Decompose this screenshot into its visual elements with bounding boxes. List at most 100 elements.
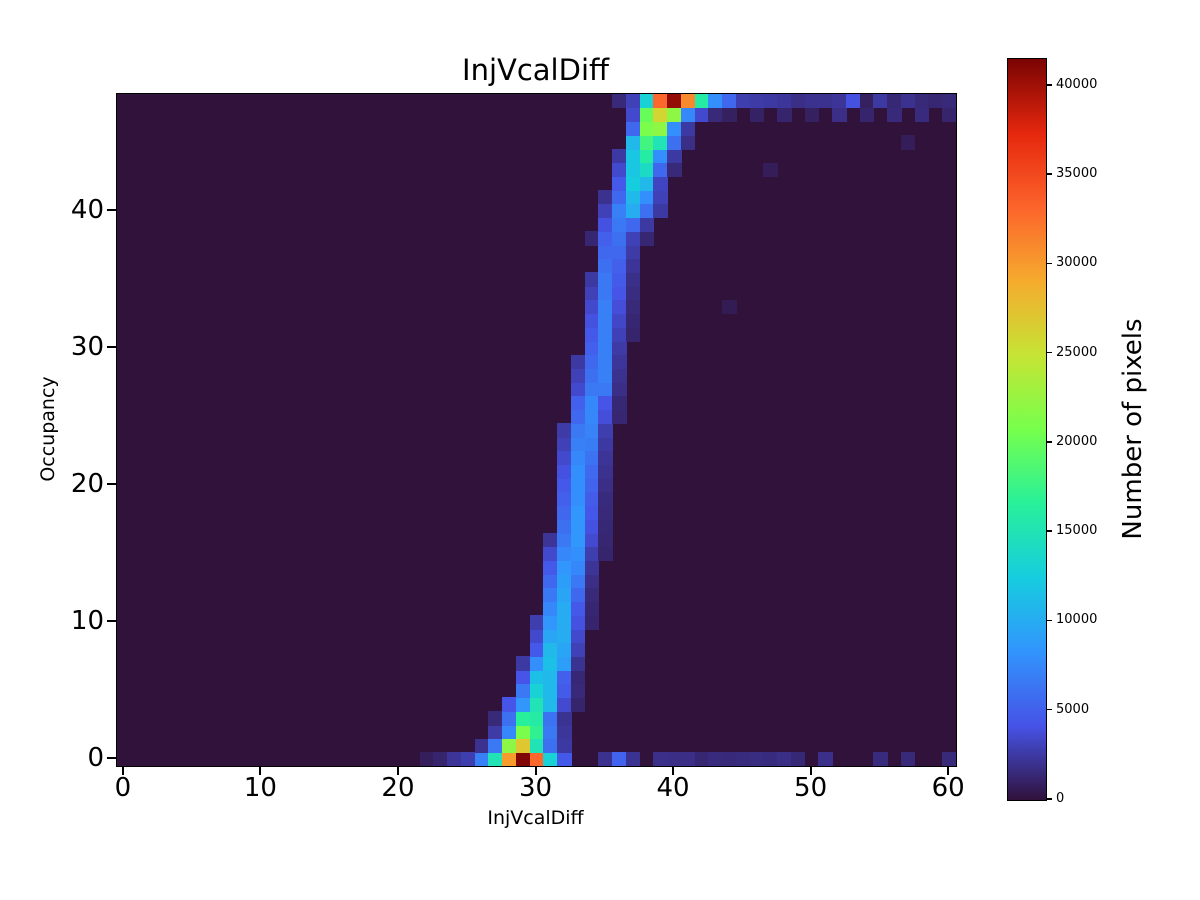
- heatmap-cell: [557, 683, 572, 699]
- heatmap-cell: [612, 244, 627, 260]
- heatmap-cell: [584, 546, 600, 561]
- heatmap-cell: [598, 478, 613, 493]
- heatmap-cell: [639, 162, 655, 177]
- heatmap-cell: [598, 299, 613, 315]
- heatmap-cell: [557, 642, 572, 657]
- heatmap-cell: [667, 121, 682, 136]
- heatmap-cell: [570, 519, 586, 534]
- heatmap-cell: [612, 231, 627, 246]
- heatmap-cell: [529, 738, 545, 753]
- heatmap-cell: [818, 94, 833, 109]
- heatmap-cell: [502, 711, 517, 726]
- heatmap-cell: [900, 752, 916, 766]
- heatmap-cell: [488, 711, 503, 726]
- heatmap-cell: [557, 519, 572, 534]
- x-tick-label: 30: [518, 773, 553, 803]
- heatmap-cell: [598, 532, 613, 548]
- y-tick-mark: [107, 757, 116, 760]
- heatmap-cell: [667, 148, 682, 164]
- heatmap-cell: [570, 409, 586, 424]
- heatmap-cell: [845, 94, 861, 109]
- heatmap-cell: [598, 368, 613, 383]
- heatmap-cell: [502, 697, 517, 712]
- heatmap-cell: [584, 491, 600, 507]
- x-tick-label: 10: [243, 773, 277, 803]
- heatmap-cell: [570, 587, 586, 603]
- heatmap-cell: [529, 697, 545, 712]
- heatmap-cell: [557, 628, 572, 644]
- heatmap-cell: [557, 697, 572, 712]
- heatmap-cell: [639, 190, 655, 205]
- heatmap-cell: [570, 478, 586, 493]
- y-tick-label: 20: [70, 468, 104, 499]
- heatmap-cell: [942, 107, 956, 123]
- heatmap-cell: [749, 107, 765, 123]
- heatmap-cell: [543, 656, 558, 671]
- heatmap-cell: [735, 752, 751, 766]
- colorbar-tick-mark: [1046, 798, 1052, 800]
- y-axis-label: Occupancy: [37, 376, 59, 482]
- x-tick-mark: [809, 766, 812, 775]
- heatmap-cell: [543, 560, 558, 575]
- heatmap-cell: [612, 299, 627, 315]
- heatmap-cell: [612, 354, 627, 369]
- x-tick-mark: [672, 766, 675, 775]
- heatmap-cell: [639, 135, 655, 150]
- heatmap-cell: [708, 107, 723, 123]
- heatmap-cell: [557, 532, 572, 548]
- heatmap-cell: [570, 395, 586, 411]
- heatmap-cell: [680, 121, 696, 136]
- colorbar-tick-mark: [1046, 619, 1052, 622]
- heatmap-cell: [543, 738, 558, 753]
- heatmap-cell: [598, 409, 613, 424]
- heatmap-cell: [543, 546, 558, 561]
- heatmap-cell: [612, 382, 627, 397]
- heatmap-cell: [653, 107, 668, 123]
- heatmap-cell: [529, 683, 545, 699]
- heatmap-cell: [543, 697, 558, 712]
- x-tick-label: 0: [114, 773, 132, 803]
- heatmap-cell: [488, 724, 503, 740]
- heatmap-cell: [584, 286, 600, 301]
- heatmap-cell: [598, 519, 613, 534]
- heatmap-cell: [515, 697, 531, 712]
- heatmap-cell: [653, 752, 668, 766]
- heatmap-cell: [557, 560, 572, 575]
- colorbar-tick-label: 40000: [1056, 76, 1098, 92]
- heatmap-cell: [502, 752, 517, 766]
- heatmap-cell: [625, 244, 641, 260]
- heatmap-cell: [694, 752, 710, 766]
- colorbar: [1007, 58, 1047, 801]
- heatmap-cell: [612, 327, 627, 342]
- heatmap-cell: [515, 656, 531, 671]
- heatmap-cell: [598, 491, 613, 507]
- heatmap-cell: [942, 752, 956, 766]
- heatmap-cell: [557, 436, 572, 452]
- heatmap-cell: [543, 642, 558, 657]
- heatmap-cell: [900, 94, 916, 109]
- heatmap-cell: [735, 94, 751, 109]
- heatmap-cell: [639, 148, 655, 164]
- heatmap-cell: [488, 738, 503, 753]
- heatmap-cell: [570, 601, 586, 616]
- heatmap-cell: [543, 683, 558, 699]
- heatmap-cell: [612, 162, 627, 177]
- heatmap-cell: [639, 121, 655, 136]
- heatmap-cell: [598, 505, 613, 520]
- heatmap-cell: [584, 327, 600, 342]
- colorbar-tick-label: 20000: [1056, 433, 1098, 449]
- heatmap-cell: [570, 491, 586, 507]
- heatmap-cell: [887, 107, 902, 123]
- colorbar-tick-mark: [1046, 84, 1052, 86]
- x-tick-mark: [121, 766, 124, 775]
- heatmap-cell: [598, 340, 613, 356]
- heatmap-cell: [598, 395, 613, 411]
- heatmap-cell: [570, 464, 586, 479]
- colorbar-tick-mark: [1046, 173, 1052, 175]
- heatmap-cell: [653, 94, 668, 109]
- heatmap-cell: [557, 491, 572, 507]
- heatmap-cell: [722, 107, 737, 123]
- heatmap-cell: [488, 752, 503, 766]
- heatmap-cell: [419, 752, 435, 766]
